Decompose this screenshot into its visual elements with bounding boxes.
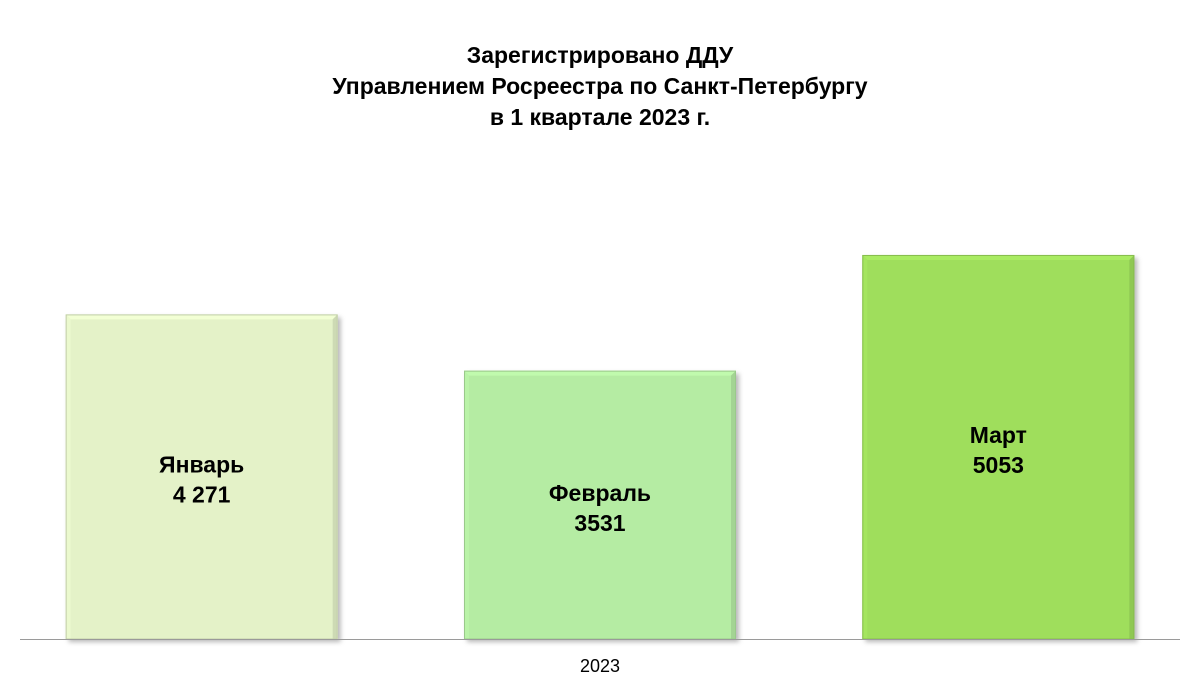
- bar-value-label: 3531: [574, 510, 625, 536]
- chart-title: Зарегистрировано ДДУ Управлением Росреес…: [0, 40, 1200, 133]
- bar-bevel-left: [464, 370, 469, 639]
- bar-category-label: Февраль: [549, 480, 651, 506]
- bar-group-3: Март 5053: [862, 254, 1135, 640]
- bar-category-label: Январь: [159, 452, 244, 478]
- bar-bevel-right: [332, 314, 338, 639]
- bar-value-label: 5053: [973, 452, 1024, 478]
- x-category-label: 2023: [580, 656, 620, 676]
- chart-title-line-3: в 1 квартале 2023 г.: [489, 104, 711, 130]
- bar: [862, 254, 1135, 640]
- bar-group-1: Январь 4 271: [65, 314, 338, 640]
- bar-bevel-top: [862, 254, 1135, 260]
- bar: [464, 370, 736, 639]
- bar: [65, 314, 338, 639]
- bar-bevel-right: [731, 370, 736, 639]
- bar-value-label: 4 271: [173, 482, 231, 508]
- bar-bevel-top: [65, 314, 338, 320]
- bar-bevel-left: [65, 314, 71, 639]
- chart-title-line-2: Управлением Росреестра по Санкт-Петербур…: [332, 73, 868, 99]
- chart-title-line-1: Зарегистрировано ДДУ: [466, 42, 734, 68]
- bar-bevel-left: [862, 254, 868, 640]
- bar-bevel-right: [1129, 254, 1135, 640]
- bar-group-2: Февраль 3531: [464, 370, 736, 640]
- bar-category-label: Март: [970, 422, 1027, 448]
- bar-bevel-top: [464, 370, 736, 376]
